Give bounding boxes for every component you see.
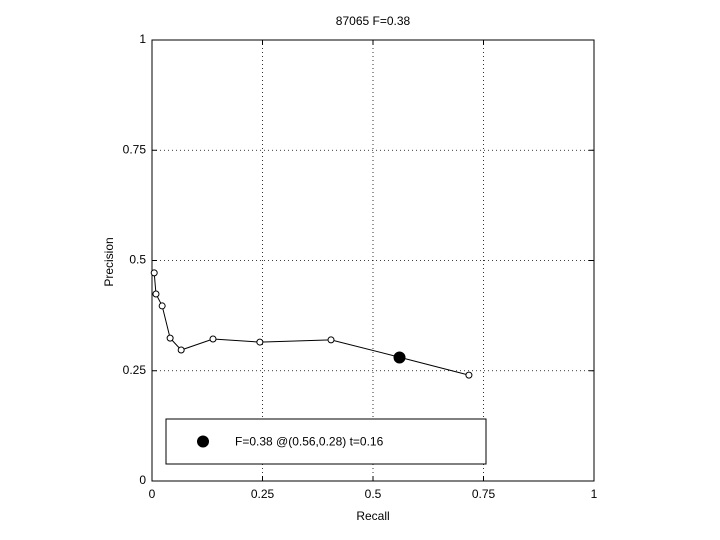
x-tick-label: 0.5 (365, 487, 382, 501)
x-tick-label: 0 (149, 487, 156, 501)
legend-marker (197, 435, 209, 448)
legend-box (165, 418, 487, 465)
chart-title: 87065 F=0.38 (336, 14, 411, 28)
point (393, 351, 406, 364)
point (177, 346, 185, 354)
y-tick-label: 0.75 (123, 142, 147, 156)
y-axis-label: Precision (102, 237, 116, 286)
point (166, 334, 174, 342)
y-tick-label: 0 (139, 473, 146, 487)
line (153, 272, 470, 376)
point (209, 335, 217, 343)
point (256, 338, 264, 346)
x-tick-label: 0.75 (472, 487, 496, 501)
y-tick-label: 0.5 (129, 253, 146, 267)
point (465, 371, 473, 379)
point (327, 336, 335, 344)
point (150, 269, 158, 277)
point (152, 290, 160, 298)
x-tick-label: 1 (591, 487, 598, 501)
x-axis-label: Recall (356, 509, 389, 523)
y-tick-label: 0.25 (123, 363, 147, 377)
point (158, 302, 166, 310)
y-tick-label: 1 (139, 32, 146, 46)
x-tick-label: 0.25 (251, 487, 275, 501)
plot-frame (151, 39, 595, 482)
legend-label: F=0.38 @(0.56,0.28) t=0.16 (235, 435, 384, 449)
